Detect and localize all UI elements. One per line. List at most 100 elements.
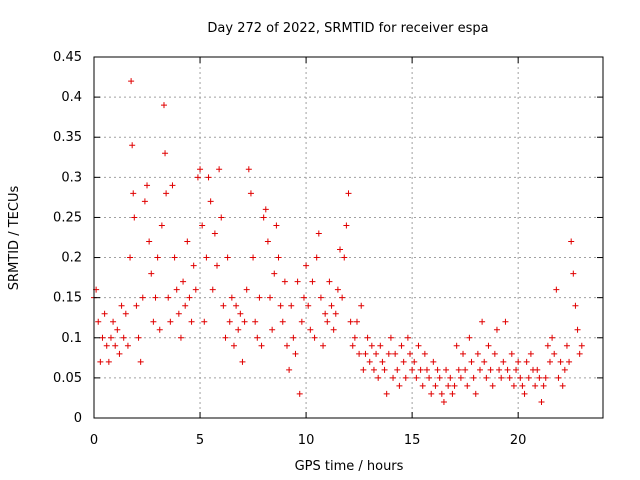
data-point (409, 366, 416, 373)
data-point (281, 278, 288, 285)
data-point (124, 342, 131, 349)
chart-title: Day 272 of 2022, SRMTID for receiver esp… (207, 21, 488, 36)
data-point (426, 374, 433, 381)
y-tick-label: 0.1 (61, 331, 82, 346)
data-point (192, 286, 199, 293)
data-point (150, 318, 157, 325)
data-point (377, 342, 384, 349)
data-point (364, 334, 371, 341)
data-point (107, 334, 114, 341)
data-point (243, 286, 250, 293)
data-point (128, 78, 135, 85)
data-point (122, 310, 129, 317)
data-point (502, 318, 509, 325)
data-point (99, 334, 106, 341)
data-point (188, 318, 195, 325)
data-point (239, 358, 246, 365)
data-point (258, 342, 265, 349)
data-point (177, 334, 184, 341)
data-point (349, 342, 356, 349)
data-point (279, 318, 286, 325)
data-point (160, 102, 167, 109)
data-point (114, 326, 121, 333)
data-point (470, 374, 477, 381)
data-point (190, 262, 197, 269)
data-point (152, 294, 159, 301)
data-point (247, 190, 254, 197)
data-point (241, 318, 248, 325)
data-point (347, 318, 354, 325)
data-point (356, 350, 363, 357)
data-point (563, 342, 570, 349)
data-point (479, 318, 486, 325)
data-point (351, 334, 358, 341)
x-tick-label: 15 (404, 433, 421, 448)
data-point (519, 382, 526, 389)
data-point (283, 342, 290, 349)
data-point (277, 302, 284, 309)
data-point (540, 382, 547, 389)
data-point (546, 358, 553, 365)
data-point (513, 366, 520, 373)
data-point (233, 302, 240, 309)
data-point (290, 334, 297, 341)
data-point (566, 358, 573, 365)
data-point (453, 342, 460, 349)
data-point (536, 374, 543, 381)
data-point (305, 302, 312, 309)
y-tick-label: 0.05 (53, 371, 82, 386)
y-tick-label: 0 (74, 411, 82, 426)
data-point (95, 318, 102, 325)
data-point (303, 262, 310, 269)
data-point (292, 350, 299, 357)
data-point (455, 366, 462, 373)
data-point (97, 358, 104, 365)
data-point (271, 270, 278, 277)
y-axis-label: SRMTID / TECUs (7, 186, 22, 291)
data-point (118, 302, 125, 309)
data-point (460, 350, 467, 357)
data-point (130, 190, 137, 197)
data-point (254, 334, 261, 341)
data-point (169, 182, 176, 189)
data-point (127, 254, 134, 261)
data-point (158, 222, 165, 229)
data-point (171, 254, 178, 261)
data-point (273, 222, 280, 229)
axis-ticks: 0 0.05 0.1 0.15 0.2 0.25 0.3 0.35 0.4 0.45 0 5 10 15 2… (53, 50, 603, 448)
data-point (194, 174, 201, 181)
data-point (148, 270, 155, 277)
data-point (398, 342, 405, 349)
data-point (449, 390, 456, 397)
data-point (360, 366, 367, 373)
data-point (561, 366, 568, 373)
data-point (496, 366, 503, 373)
data-point (326, 278, 333, 285)
data-point (527, 350, 534, 357)
data-point (385, 350, 392, 357)
data-point (315, 230, 322, 237)
data-point (487, 366, 494, 373)
data-point (390, 374, 397, 381)
data-point (500, 358, 507, 365)
data-point (574, 326, 581, 333)
data-point (101, 310, 108, 317)
data-point (506, 374, 513, 381)
data-point (211, 230, 218, 237)
data-point (544, 342, 551, 349)
y-tick-label: 0.35 (53, 130, 82, 145)
data-point (476, 366, 483, 373)
data-point (218, 214, 225, 221)
data-point (572, 302, 579, 309)
data-point (451, 382, 458, 389)
data-point (328, 302, 335, 309)
data-point (207, 198, 214, 205)
data-point (517, 374, 524, 381)
data-point (419, 382, 426, 389)
grid-lines (94, 57, 603, 418)
data-point (288, 302, 295, 309)
data-point (466, 334, 473, 341)
data-point (334, 286, 341, 293)
data-point (457, 374, 464, 381)
y-tick-label: 0.4 (61, 90, 82, 105)
